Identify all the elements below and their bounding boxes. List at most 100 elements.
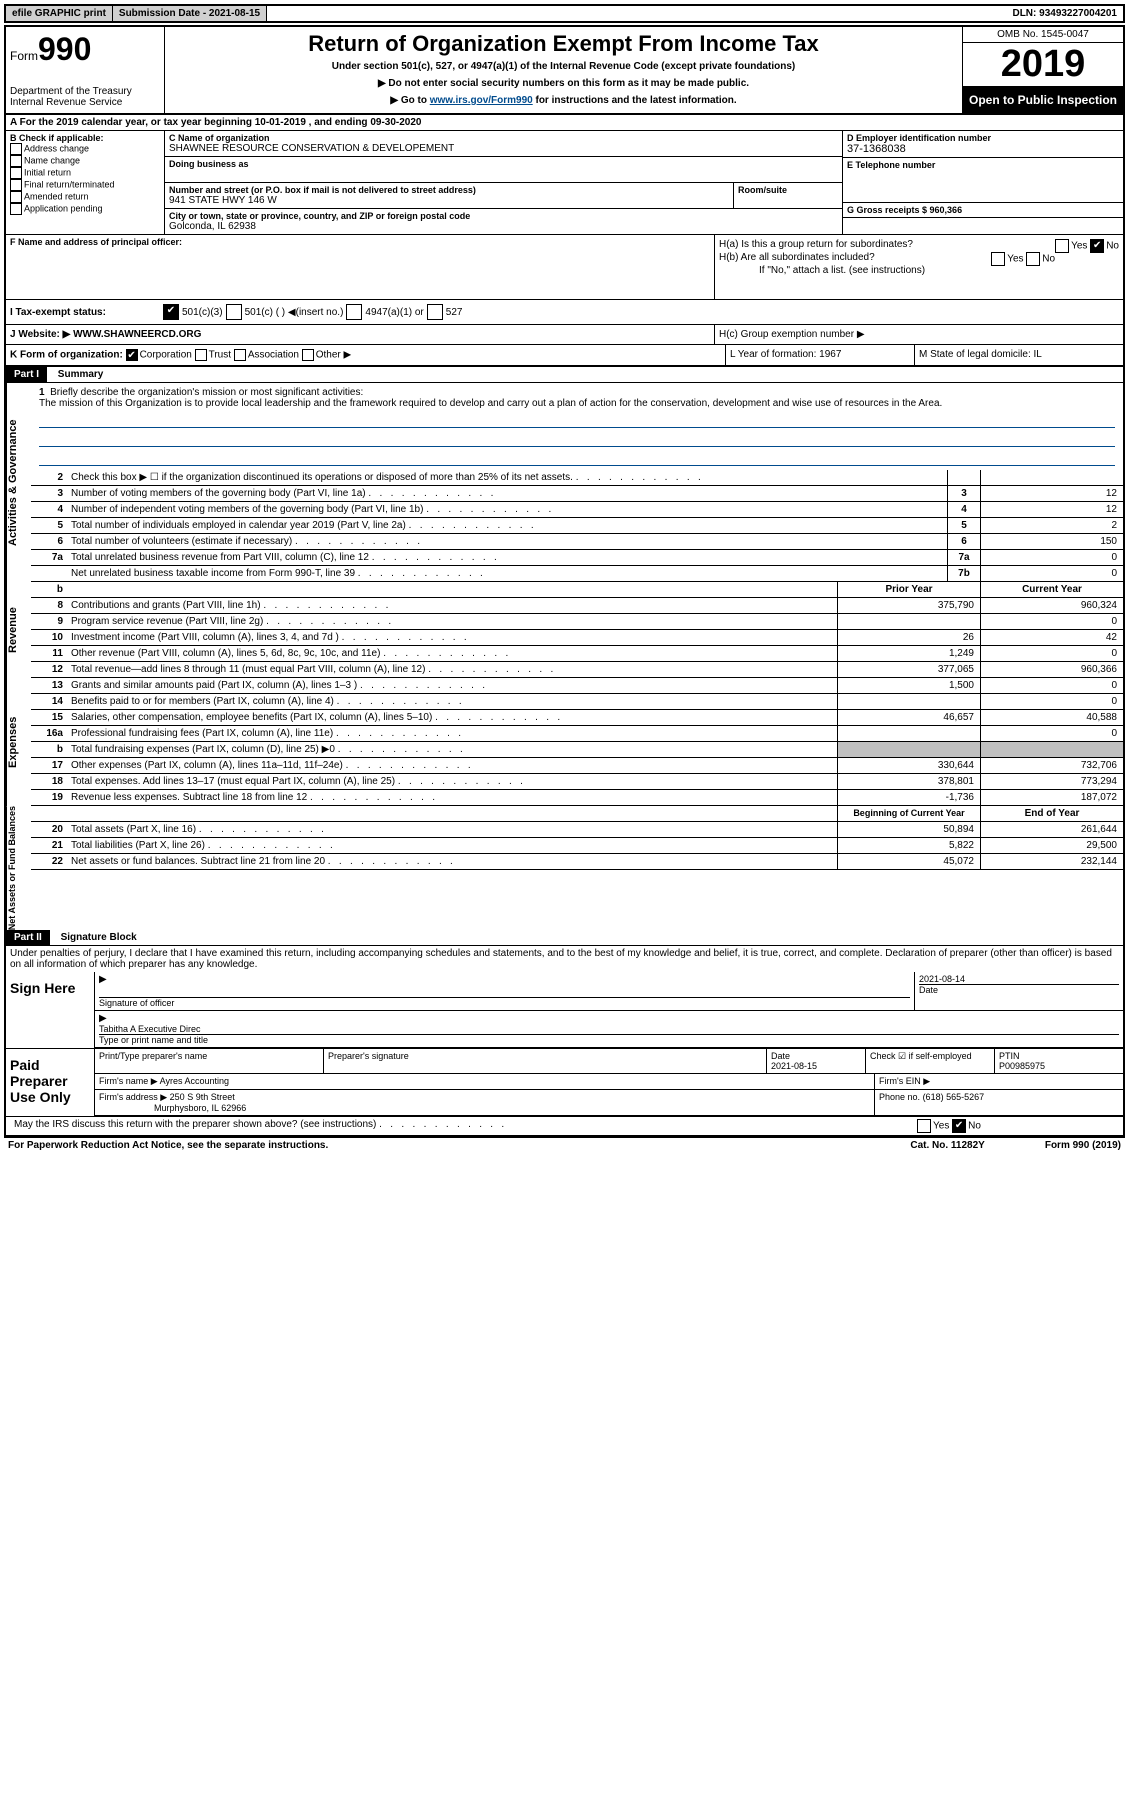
row-a: A For the 2019 calendar year, or tax yea… (6, 115, 1123, 131)
part-ii-badge: Part II (6, 930, 50, 945)
firm-name: Ayres Accounting (160, 1076, 229, 1086)
part-ii-header: Part II Signature Block (6, 930, 1123, 946)
row-i-tax-status: I Tax-exempt status: ✔501(c)(3) 501(c) (… (6, 300, 1123, 325)
discuss-label: May the IRS discuss this return with the… (6, 1117, 911, 1135)
page-footer: For Paperwork Reduction Act Notice, see … (4, 1138, 1125, 1153)
chk-trust[interactable] (195, 349, 207, 361)
efile-print-button[interactable]: efile GRAPHIC print (6, 6, 113, 21)
sig-date-1: 2021-08-14 (919, 974, 1119, 984)
dba-value (169, 169, 838, 180)
col-c: C Name of organization SHAWNEE RESOURCE … (165, 131, 843, 234)
city-label: City or town, state or province, country… (169, 211, 838, 221)
h-b-label: H(b) Are all subordinates included? (719, 252, 875, 263)
part-ii-title: Signature Block (53, 930, 145, 945)
inst2-pre: ▶ Go to (390, 95, 429, 106)
sign-here-block: Sign Here Signature of officer 2021-08-1… (6, 972, 1123, 1049)
ein-value: 37-1368038 (847, 143, 1119, 155)
firm-ein-label: Firm's EIN ▶ (875, 1074, 1123, 1089)
summary-expenses: Expenses 13Grants and similar amounts pa… (6, 678, 1123, 806)
h-a-label: H(a) Is this a group return for subordin… (719, 239, 913, 250)
phone-label: E Telephone number (847, 160, 1119, 170)
open-inspection: Open to Public Inspection (963, 87, 1123, 113)
chk-501c3[interactable]: ✔ (163, 304, 179, 320)
instruction-1: ▶ Do not enter social security numbers o… (169, 78, 958, 89)
h-a-yesno[interactable]: Yes ✔No (1055, 239, 1119, 253)
footer-left: For Paperwork Reduction Act Notice, see … (8, 1140, 328, 1151)
chk-initial-return[interactable]: Initial return (10, 167, 160, 179)
sidelabel-revenue: Revenue (6, 582, 31, 678)
col-header-bcy: Beginning of Current Year End of Year (31, 806, 1123, 822)
sidelabel-net: Net Assets or Fund Balances (6, 806, 31, 930)
dba-label: Doing business as (169, 159, 838, 169)
website-label: J Website: ▶ (10, 329, 70, 340)
prep-sig-label: Preparer's signature (324, 1049, 767, 1073)
chk-assoc[interactable] (234, 349, 246, 361)
chk-application-pending[interactable]: Application pending (10, 203, 160, 215)
chk-527[interactable] (427, 304, 443, 320)
line-9: 9Program service revenue (Part VIII, lin… (31, 614, 1123, 630)
b-label: B Check if applicable: (10, 133, 160, 143)
h-b-yesno[interactable]: Yes No (991, 252, 1055, 266)
row-f-h: F Name and address of principal officer:… (6, 235, 1123, 300)
form-num: 990 (38, 31, 91, 67)
gross-receipts: G Gross receipts $ 960,366 (847, 205, 1119, 215)
sig-officer-label: Signature of officer (99, 997, 910, 1008)
org-name: SHAWNEE RESOURCE CONSERVATION & DEVELOPE… (169, 143, 838, 154)
form-word: Form (10, 49, 38, 63)
discuss-yesno[interactable]: Yes ✔No (911, 1117, 1123, 1135)
line-12: 12Total revenue—add lines 8 through 11 (… (31, 662, 1123, 678)
h-c-label: H(c) Group exemption number ▶ (715, 325, 1123, 344)
block-b-c-d: B Check if applicable: Address change Na… (6, 131, 1123, 235)
chk-name-change[interactable]: Name change (10, 155, 160, 167)
line-4: 4Number of independent voting members of… (31, 502, 1123, 518)
summary-net-assets: Net Assets or Fund Balances Beginning of… (6, 806, 1123, 930)
form-title: Return of Organization Exempt From Incom… (169, 31, 958, 57)
firm-addr-label: Firm's address ▶ (99, 1092, 167, 1102)
form-header: Form990 Department of the Treasury Inter… (6, 27, 1123, 115)
officer-label: F Name and address of principal officer: (10, 237, 182, 247)
officer-name: Tabitha A Executive Direc (99, 1024, 1119, 1034)
col-h: H(a) Is this a group return for subordin… (715, 235, 1123, 299)
col-d: D Employer identification number 37-1368… (843, 131, 1123, 234)
chk-final-return[interactable]: Final return/terminated (10, 179, 160, 191)
form-subtitle: Under section 501(c), 527, or 4947(a)(1)… (169, 61, 958, 72)
line-5: 5Total number of individuals employed in… (31, 518, 1123, 534)
line-15: 15Salaries, other compensation, employee… (31, 710, 1123, 726)
line-11: 11Other revenue (Part VIII, column (A), … (31, 646, 1123, 662)
chk-4947[interactable] (346, 304, 362, 320)
footer-right: Form 990 (2019) (1045, 1140, 1121, 1151)
line-20: 20Total assets (Part X, line 16) 50,894 … (31, 822, 1123, 838)
summary-revenue: Revenue b Prior Year Current Year 8Contr… (6, 582, 1123, 678)
inst2-post: for instructions and the latest informat… (533, 95, 737, 106)
top-toolbar: efile GRAPHIC print Submission Date - 20… (4, 4, 1125, 23)
chk-amended-return[interactable]: Amended return (10, 191, 160, 203)
chk-501c[interactable] (226, 304, 242, 320)
year-formation: L Year of formation: 1967 (726, 345, 915, 365)
mission-text: The mission of this Organization is to p… (39, 398, 942, 409)
chk-corp[interactable]: ✔ (126, 349, 138, 361)
part-i-header: Part I Summary (6, 367, 1123, 383)
ptin-value: P00985975 (999, 1061, 1045, 1071)
line-19: 19Revenue less expenses. Subtract line 1… (31, 790, 1123, 806)
tax-status-label: I Tax-exempt status: (10, 307, 160, 318)
sidelabel-governance: Activities & Governance (6, 383, 31, 582)
firm-city: Murphysboro, IL 62966 (154, 1103, 246, 1113)
mission-block: 1 Briefly describe the organization's mi… (31, 383, 1123, 470)
chk-other[interactable] (302, 349, 314, 361)
line-6: 6Total number of volunteers (estimate if… (31, 534, 1123, 550)
omb-number: OMB No. 1545-0047 (963, 27, 1123, 43)
prep-name-label: Print/Type preparer's name (95, 1049, 324, 1073)
street-address: 941 STATE HWY 146 W (169, 195, 729, 206)
line-21: 21Total liabilities (Part X, line 26) 5,… (31, 838, 1123, 854)
city-value: Golconda, IL 62938 (169, 221, 838, 232)
chk-address-change[interactable]: Address change (10, 143, 160, 155)
room-label: Room/suite (738, 185, 838, 195)
part-i-title: Summary (50, 367, 112, 382)
paid-preparer-block: Paid Preparer Use Only Print/Type prepar… (6, 1049, 1123, 1117)
col-b: B Check if applicable: Address change Na… (6, 131, 165, 234)
state-domicile: M State of legal domicile: IL (915, 345, 1123, 365)
irs-link[interactable]: www.irs.gov/Form990 (430, 95, 533, 106)
self-employed-check[interactable]: Check ☑ if self-employed (866, 1049, 995, 1073)
form-number: Form990 (10, 31, 160, 68)
firm-addr: 250 S 9th Street (170, 1092, 235, 1102)
